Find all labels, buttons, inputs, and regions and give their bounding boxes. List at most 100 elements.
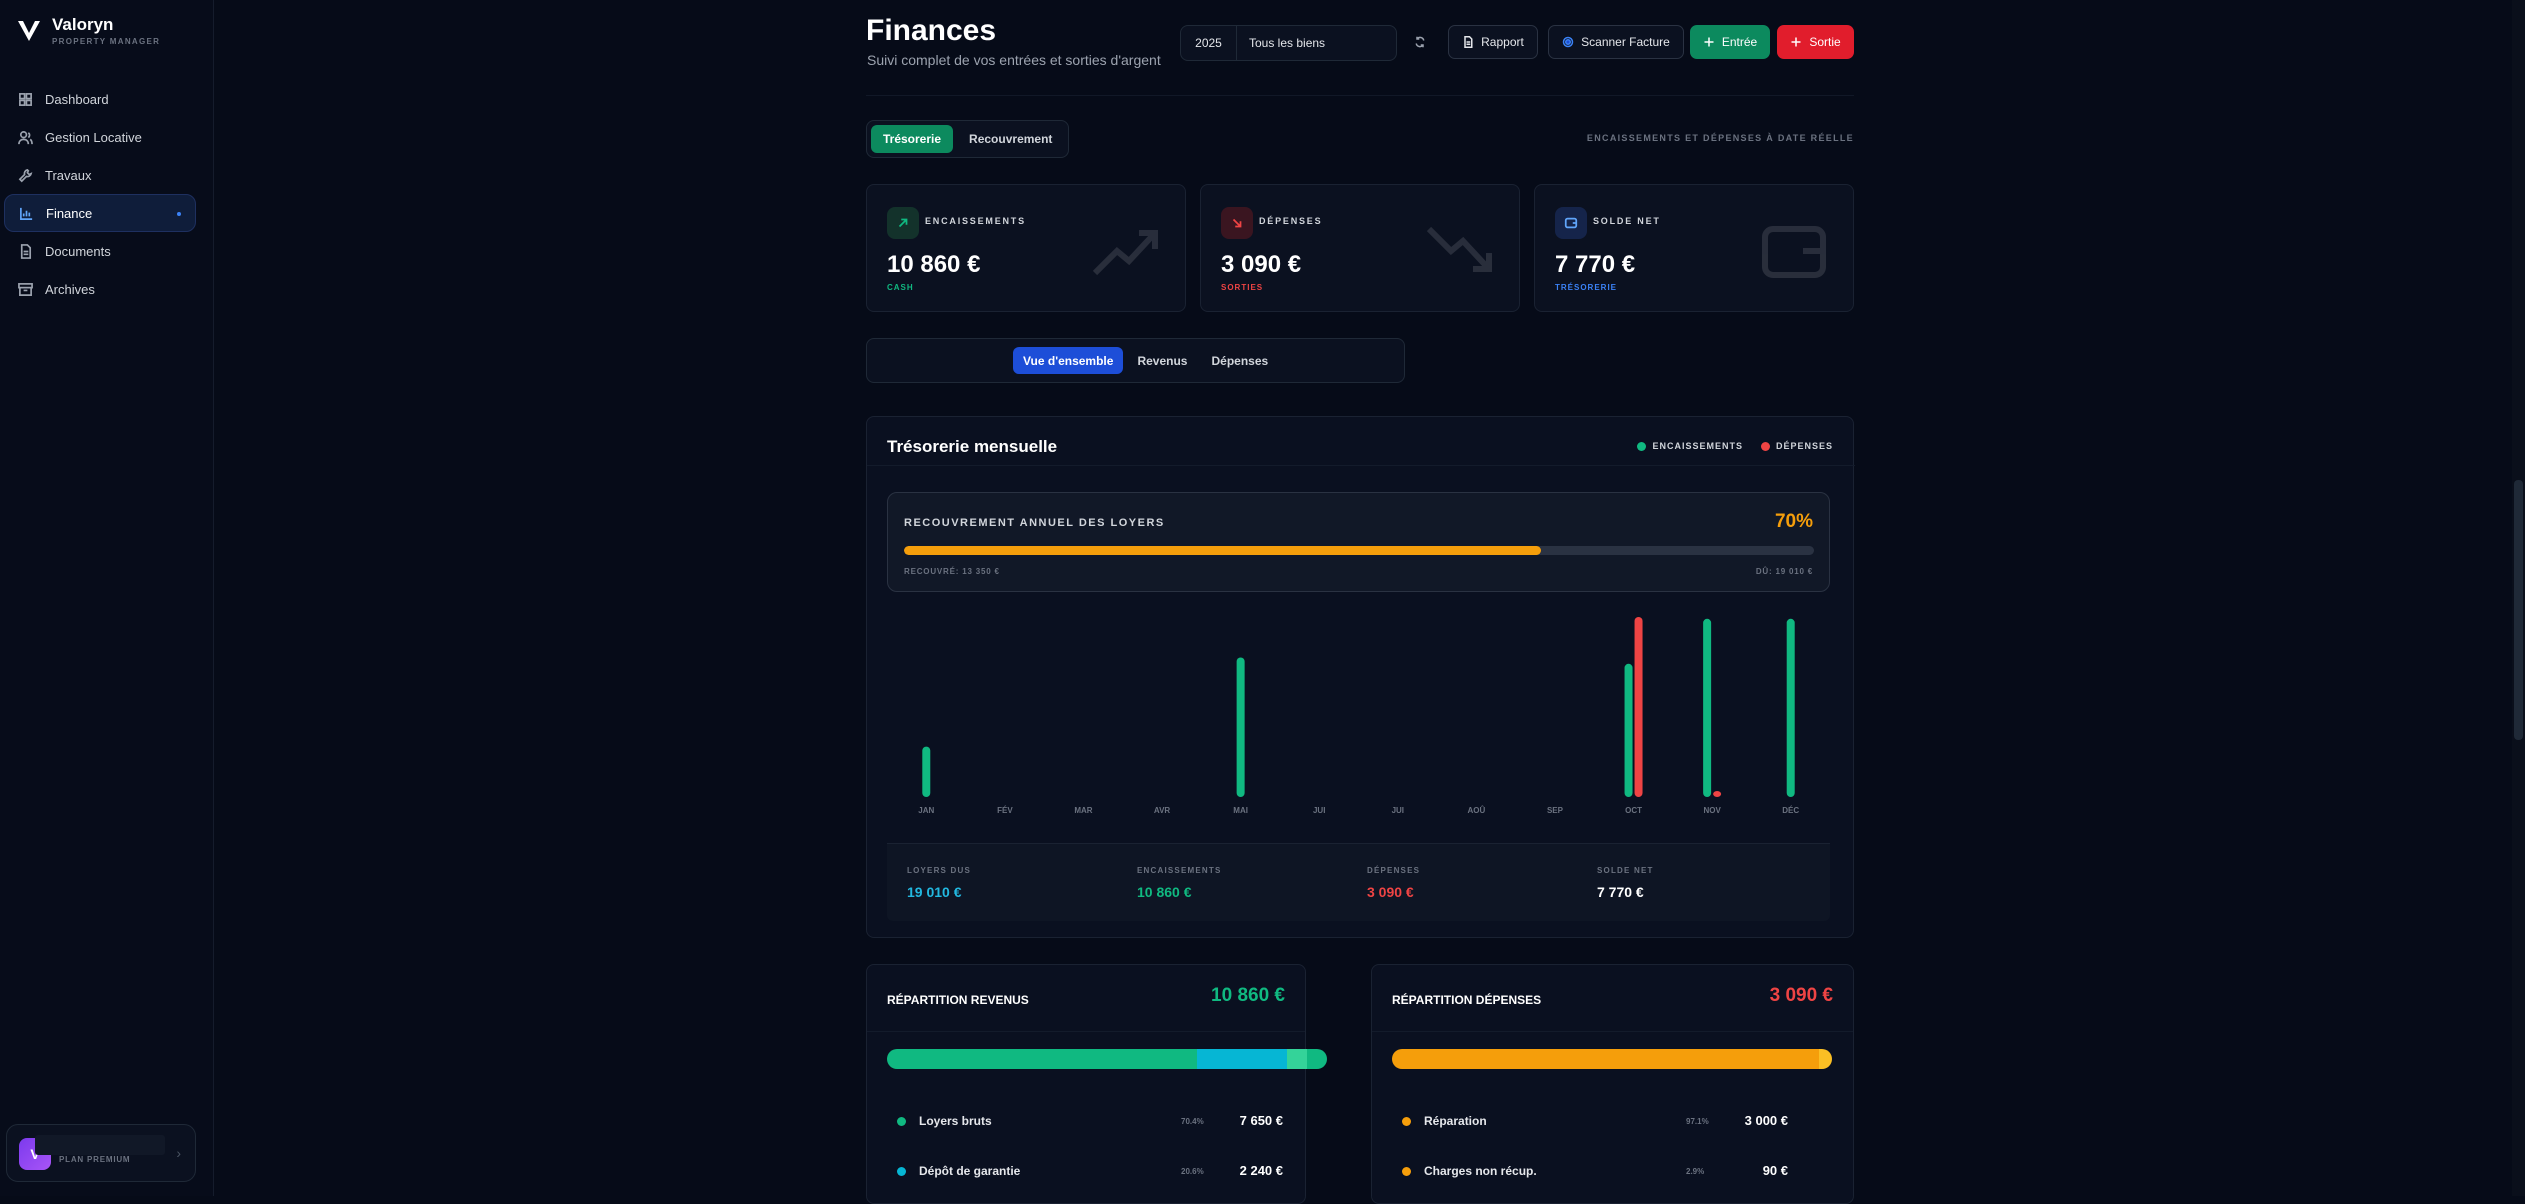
recovery-title: RECOUVREMENT ANNUEL DES LOYERS xyxy=(904,517,1165,529)
rep-total: 3 090 € xyxy=(1769,985,1833,1006)
repartition-depenses: RÉPARTITION DÉPENSES 3 090 € Réparation … xyxy=(1371,964,1854,1204)
kpi-value: 3 090 € xyxy=(1221,251,1302,278)
plus-icon xyxy=(1791,37,1801,47)
sidebar-item-finance[interactable]: Finance xyxy=(4,194,196,232)
sidebar-item-label: Finance xyxy=(46,205,93,221)
sidebar-item-documents[interactable]: Documents xyxy=(4,232,196,270)
summary-depenses: DÉPENSES 3 090 € xyxy=(1367,866,1421,900)
summary-encaissements: ENCAISSEMENTS 10 860 € xyxy=(1137,866,1222,900)
rep-pct: 20.6% xyxy=(1181,1167,1204,1176)
rep-row: Loyers bruts 70.4% 7 650 € xyxy=(897,1112,1297,1132)
arrow-down-right-icon xyxy=(1221,207,1253,239)
sidebar-item-travaux[interactable]: Travaux xyxy=(4,156,196,194)
recovery-percent: 70% xyxy=(1774,511,1813,532)
sidebar-item-label: Dashboard xyxy=(45,91,109,107)
users-icon xyxy=(18,130,33,144)
rep-dot xyxy=(1402,1117,1411,1126)
kpi-label: ENCAISSEMENTS xyxy=(925,216,1026,226)
x-tick-label: JUI xyxy=(1392,806,1404,815)
refresh-button[interactable] xyxy=(1405,25,1435,59)
rep-name: Dépôt de garantie xyxy=(919,1164,1021,1178)
tab-recouvrement[interactable]: Recouvrement xyxy=(969,132,1053,146)
divider xyxy=(866,95,1854,96)
filter-bar: 2025 Tous les biens xyxy=(1180,25,1397,61)
bar-encaissements-10[interactable] xyxy=(1703,618,1712,797)
bar-encaissements-0[interactable] xyxy=(922,746,931,797)
grid-icon xyxy=(19,92,32,106)
scrollbar[interactable] xyxy=(2512,0,2525,1196)
tresorerie-panel: Trésorerie mensuelle ENCAISSEMENTS DÉPEN… xyxy=(866,416,1855,938)
arrow-up-right-icon xyxy=(887,207,919,239)
bar-encaissements-4[interactable] xyxy=(1236,657,1245,798)
rapport-label: Rapport xyxy=(1481,35,1524,49)
scanner-label: Scanner Facture xyxy=(1581,35,1670,49)
mode-tabs: Trésorerie Recouvrement xyxy=(866,120,1069,158)
rep-row: Réparation 97.1% 3 000 € xyxy=(1402,1112,1802,1132)
rep-bar-segment xyxy=(1196,1049,1288,1069)
bar-dépenses-9[interactable] xyxy=(1634,617,1643,797)
kpi-sub: TRÉSORERIE xyxy=(1555,283,1618,292)
plan-label: PLAN PREMIUM xyxy=(59,1155,131,1164)
x-tick-label: OCT xyxy=(1625,806,1642,815)
scanner-facture-button[interactable]: Scanner Facture xyxy=(1548,25,1684,59)
entree-button[interactable]: Entrée xyxy=(1690,25,1770,59)
summary-solde-net: SOLDE NET 7 770 € xyxy=(1597,866,1654,900)
kpi-encaissements: ENCAISSEMENTS 10 860 € CASH xyxy=(866,184,1186,312)
sidebar-item-archives[interactable]: Archives xyxy=(4,270,196,308)
recovery-progress-fill xyxy=(904,546,1541,555)
mode-hint: ENCAISSEMENTS ET DÉPENSES À DATE RÉELLE xyxy=(1586,133,1854,143)
sidebar-item-label: Documents xyxy=(45,243,111,259)
tab-tresorerie[interactable]: Trésorerie xyxy=(871,125,954,153)
kpi-depenses: DÉPENSES 3 090 € SORTIES xyxy=(1200,184,1520,312)
year-select[interactable]: 2025 xyxy=(1181,26,1237,60)
rep-stacked-bar xyxy=(1392,1049,1832,1069)
rep-title: RÉPARTITION REVENUS xyxy=(887,993,1029,1007)
rep-bar-segment xyxy=(1392,1049,1820,1069)
wrench-icon xyxy=(18,168,33,182)
file-icon xyxy=(20,243,32,259)
divider xyxy=(1372,1031,1853,1032)
chevron-right-icon: › xyxy=(176,1145,181,1161)
recovery-du: DÛ: 19 010 € xyxy=(1755,567,1813,576)
bar-encaissements-11[interactable] xyxy=(1786,618,1795,797)
x-tick-label: DÉC xyxy=(1782,806,1799,815)
tab-vue-ensemble[interactable]: Vue d'ensemble xyxy=(1013,347,1124,374)
refresh-icon xyxy=(1415,36,1425,48)
app-logo[interactable]: Valoryn PROPERTY MANAGER xyxy=(16,16,160,46)
kpi-sub: SORTIES xyxy=(1221,283,1264,292)
sidebar-nav: Dashboard Gestion Locative Travaux Finan… xyxy=(4,80,196,308)
app-subtitle: PROPERTY MANAGER xyxy=(52,37,161,46)
rep-dot xyxy=(1402,1167,1411,1176)
x-tick-label: JAN xyxy=(918,806,934,815)
x-tick-label: AVR xyxy=(1154,806,1171,815)
kpi-solde-net: SOLDE NET 7 770 € TRÉSORERIE xyxy=(1534,184,1854,312)
tab-revenus[interactable]: Revenus xyxy=(1137,353,1188,368)
monthly-chart: JAN FÉV MAR AVR MAI JUI JUI AOÛ SEP OCT NOV DÉC xyxy=(887,607,1830,827)
rep-title: RÉPARTITION DÉPENSES xyxy=(1392,993,1542,1007)
sortie-button[interactable]: Sortie xyxy=(1777,25,1854,59)
recovery-card: RECOUVREMENT ANNUEL DES LOYERS 70% RECOU… xyxy=(887,492,1830,592)
sidebar-item-label: Gestion Locative xyxy=(45,129,142,145)
plan-card[interactable]: V PLAN PREMIUM › xyxy=(6,1124,196,1182)
property-select[interactable]: Tous les biens xyxy=(1249,36,1326,50)
rep-bar-segment xyxy=(887,1049,1197,1069)
panel-title: Trésorerie mensuelle xyxy=(887,437,1058,456)
sidebar-item-label: Archives xyxy=(45,281,95,297)
rep-dot xyxy=(897,1117,906,1126)
repartition-revenus: RÉPARTITION REVENUS 10 860 € Loyers brut… xyxy=(866,964,1327,1204)
sidebar-item-gestion-locative[interactable]: Gestion Locative xyxy=(4,118,196,156)
x-tick-label: SEP xyxy=(1547,806,1564,815)
wallet-bg-icon xyxy=(1762,226,1826,278)
app-name: Valoryn xyxy=(52,15,114,34)
bar-dépenses-10[interactable] xyxy=(1713,791,1722,797)
rep-row: Charges non récup. 2.9% 90 € xyxy=(1402,1162,1802,1182)
sidebar: Valoryn PROPERTY MANAGER Dashboard Gesti… xyxy=(0,0,214,1196)
chart-legend: ENCAISSEMENTS DÉPENSES xyxy=(1637,441,1833,451)
sidebar-item-dashboard[interactable]: Dashboard xyxy=(4,80,196,118)
bar-encaissements-9[interactable] xyxy=(1624,663,1633,797)
legend-depenses: DÉPENSES xyxy=(1760,441,1833,451)
chart-svg: JAN FÉV MAR AVR MAI JUI JUI AOÛ SEP OCT NOV DÉC xyxy=(918,617,1799,815)
rapport-button[interactable]: Rapport xyxy=(1448,25,1538,59)
scroll-thumb[interactable] xyxy=(2514,480,2523,740)
tab-depenses[interactable]: Dépenses xyxy=(1211,353,1269,368)
